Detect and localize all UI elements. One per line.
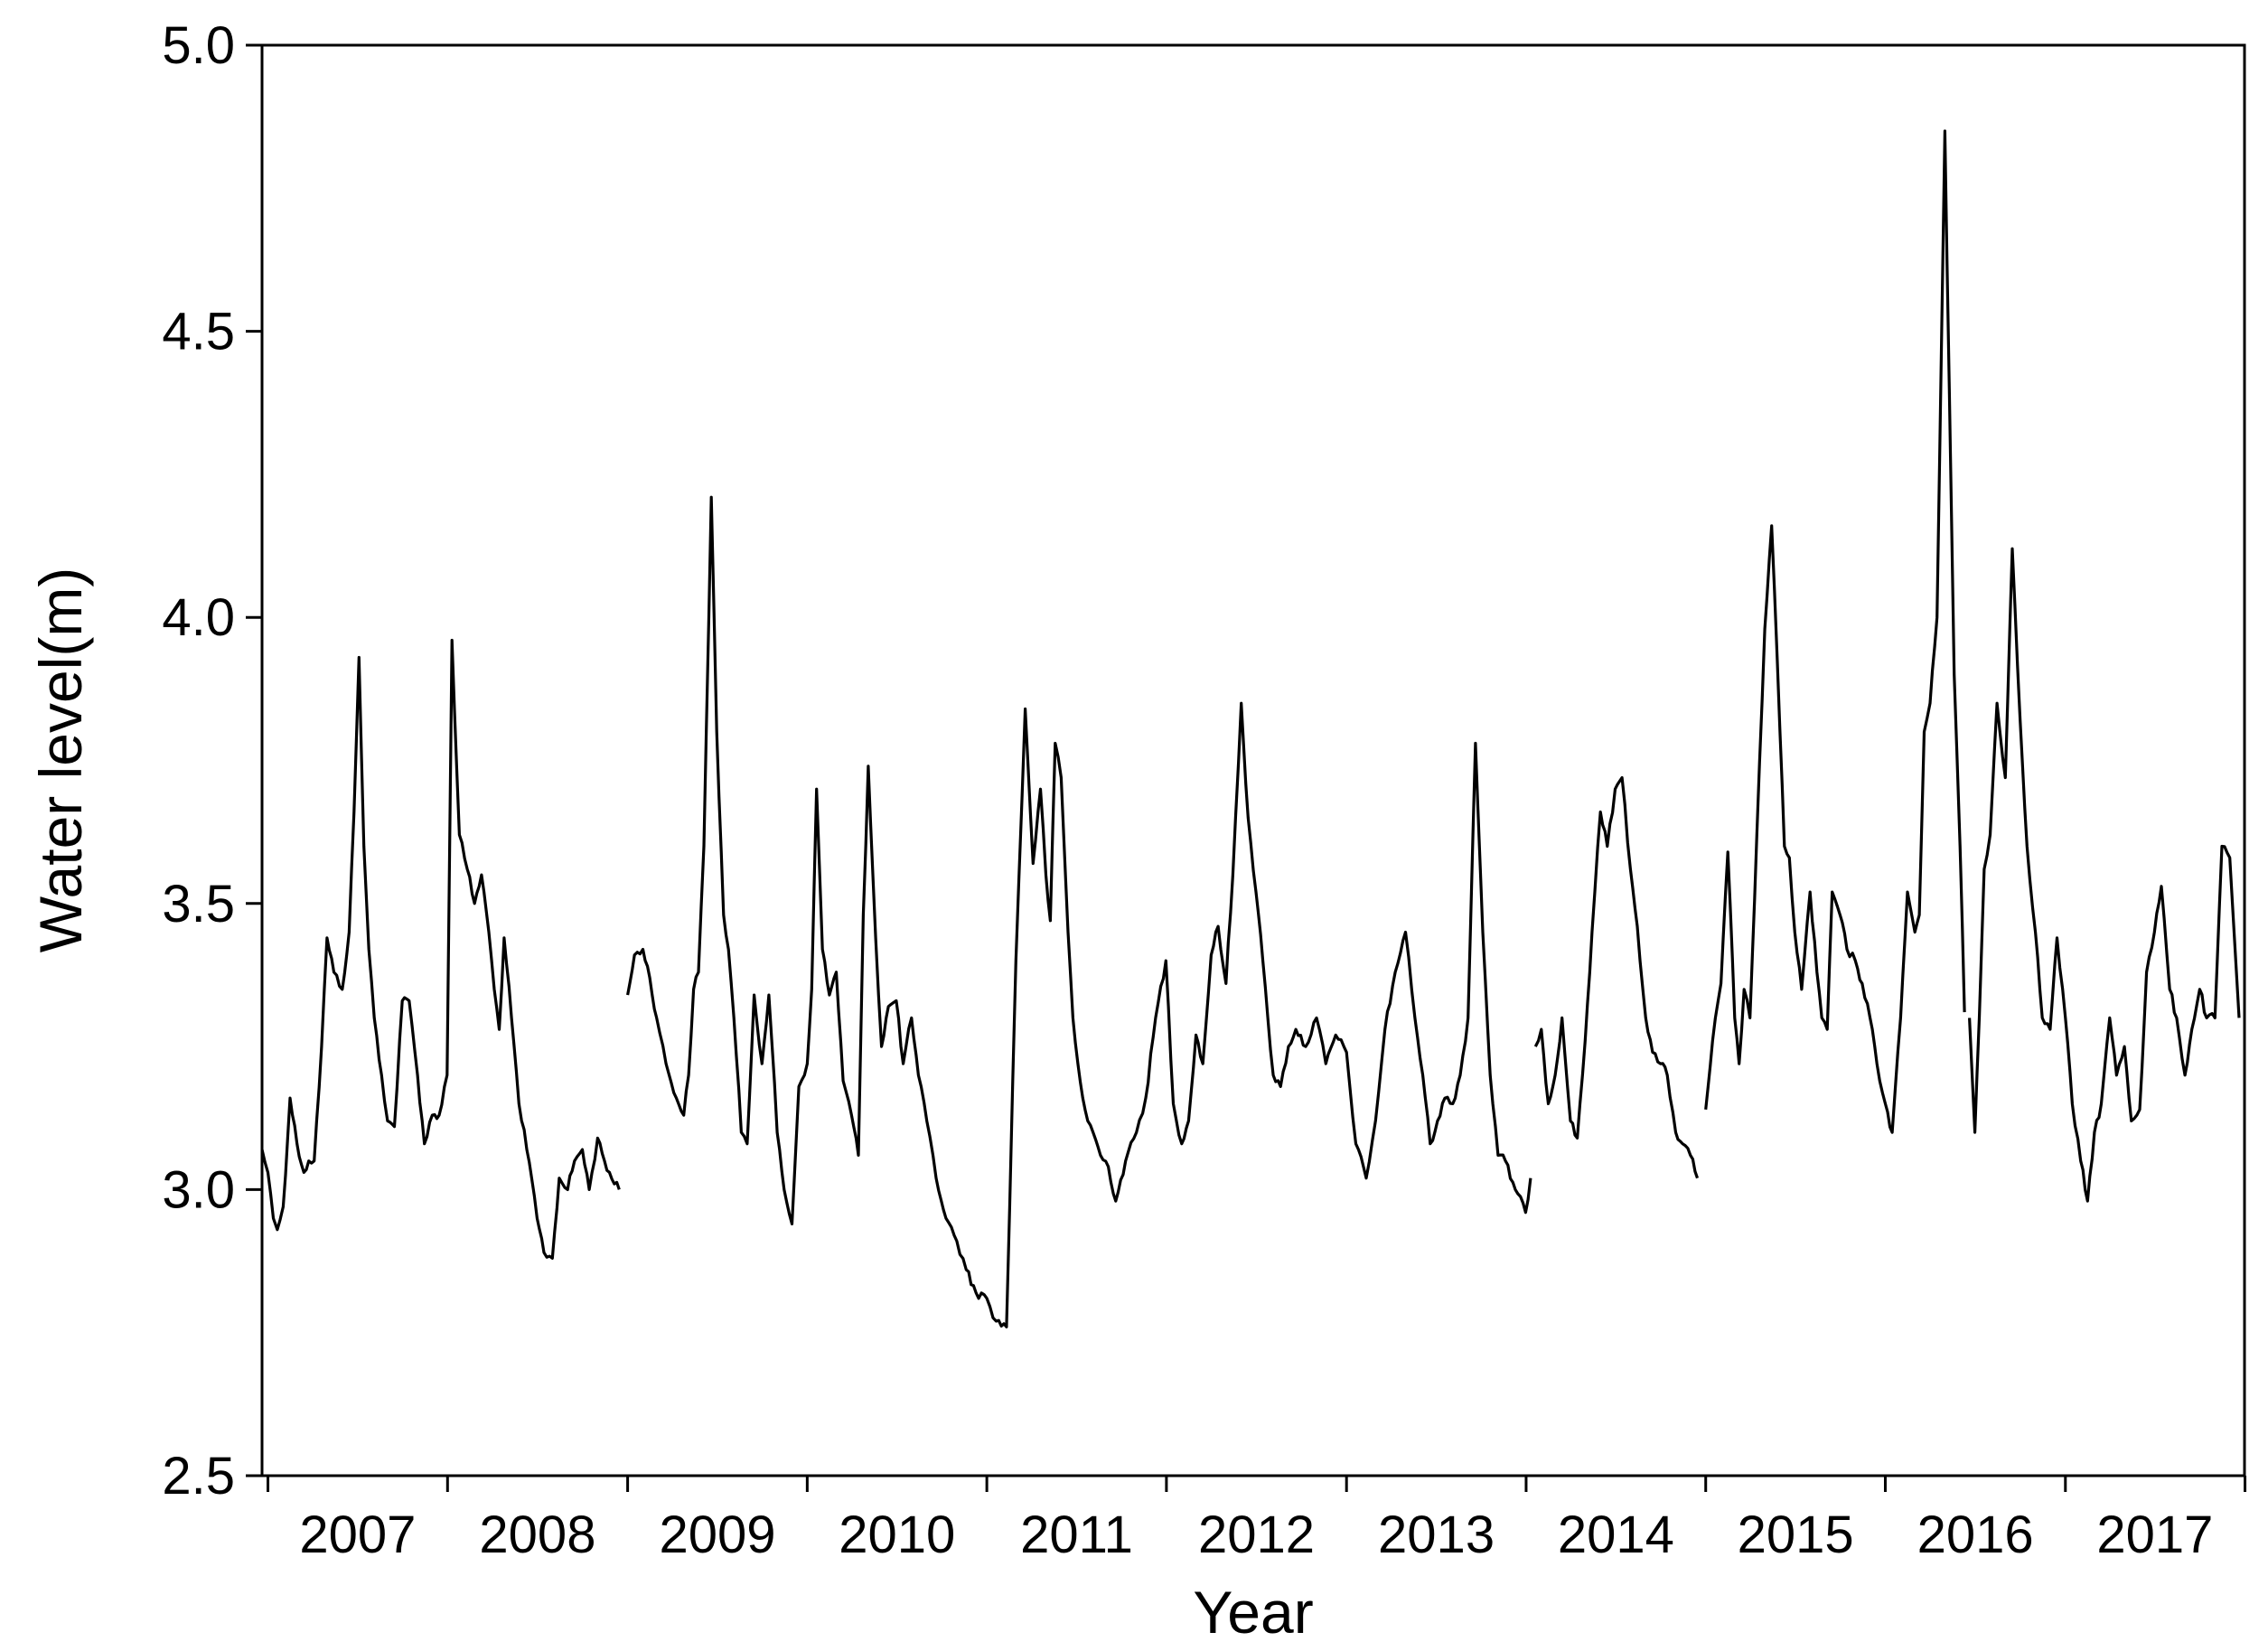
x-tick-label: 2013 (1378, 1506, 1495, 1564)
x-tick-label: 2012 (1198, 1506, 1315, 1564)
y-tick-label: 4.5 (162, 303, 235, 361)
x-tick-label: 2011 (1020, 1506, 1133, 1564)
x-tick-label: 2007 (299, 1506, 416, 1564)
x-tick-label: 2009 (659, 1506, 775, 1564)
water-level-series-line (1533, 775, 1700, 1179)
x-axis: 2007 2008 2009 2010 2011 2012 2013 2014 2015 2016… (267, 1476, 2247, 1564)
x-tick-label: 2015 (1738, 1506, 1854, 1564)
x-tick-label: 2008 (479, 1506, 595, 1564)
x-axis-title: Year (1193, 1579, 1313, 1646)
y-tick-label: 3.5 (162, 875, 235, 933)
x-tick-label: 2014 (1558, 1506, 1674, 1564)
series-layer (260, 129, 2241, 1328)
x-tick-label: 2017 (2096, 1506, 2213, 1564)
y-tick-label: 3.0 (162, 1160, 235, 1219)
y-axis-title: Water level(m) (27, 568, 94, 953)
water-level-series-line (260, 638, 621, 1260)
y-axis: 2.5 3.0 3.5 4.0 4.5 5.0 (162, 16, 262, 1506)
y-tick-label: 2.5 (162, 1447, 235, 1506)
y-tick-label: 5.0 (162, 16, 235, 75)
y-tick-label: 4.0 (162, 588, 235, 647)
x-tick-label: 2016 (1917, 1506, 2034, 1564)
water-level-series-line (1704, 129, 1966, 1134)
plot-frame (260, 43, 2246, 1477)
water-level-series-line (1968, 547, 2241, 1203)
water-level-series-line (626, 495, 1532, 1328)
x-tick-label: 2010 (839, 1506, 955, 1564)
